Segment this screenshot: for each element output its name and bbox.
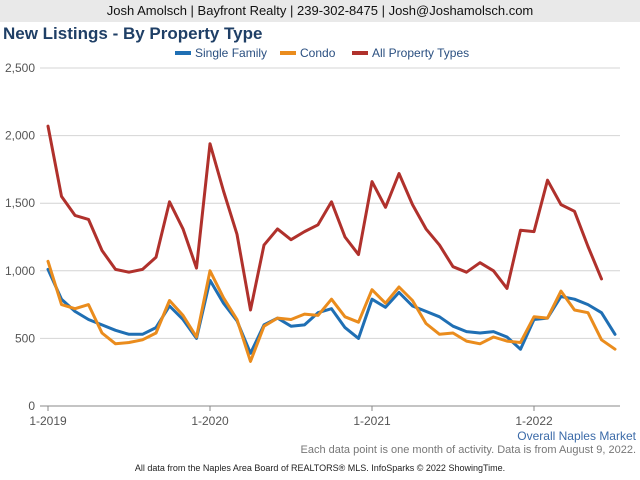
y-tick-label: 1,000 [5,264,35,278]
series-line-condo [46,259,617,363]
legend-label: All Property Types [372,46,469,60]
header-contact-text: Josh Amolsch | Bayfront Realty | 239-302… [106,3,534,18]
y-tick-label: 2,000 [5,129,35,143]
footer-note: Each data point is one month of activity… [300,444,636,456]
y-tick-label: 2,500 [5,61,35,75]
y-tick-label: 0 [28,399,35,413]
chart-title: New Listings - By Property Type [3,24,263,43]
legend-label: Single Family [195,46,267,60]
source-note: All data from the Naples Area Board of R… [134,463,506,473]
legend-label: Condo [300,46,336,60]
header-contact-bar: Josh Amolsch | Bayfront Realty | 239-302… [0,0,640,22]
y-tick-label: 500 [15,331,35,345]
x-tick-label: 1-2020 [191,414,229,428]
x-tick-label: 1-2021 [353,414,391,428]
region-label: Overall Naples Market [517,429,636,443]
x-tick-label: 1-2019 [29,414,67,428]
series-line-all-property-types [46,124,603,312]
y-tick-label: 1,500 [5,196,35,210]
series-line-single-family [46,267,617,355]
x-tick-label: 1-2022 [515,414,553,428]
